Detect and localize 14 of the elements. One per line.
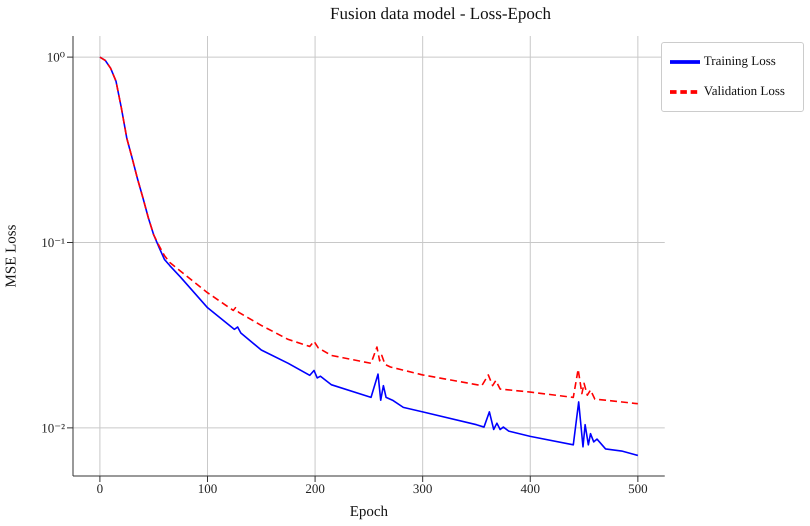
y-tick-label: 10⁰ <box>46 50 65 65</box>
x-tick-label: 500 <box>628 481 648 496</box>
y-tick-label: 10⁻² <box>41 420 66 436</box>
y-tick-label: 10⁻¹ <box>41 235 66 250</box>
chart-title: Fusion data model - Loss-Epoch <box>329 4 552 24</box>
x-tick-label: 400 <box>520 481 540 496</box>
x-tick-label: 0 <box>96 481 104 496</box>
x-tick-label: 300 <box>412 481 432 496</box>
x-axis-title: Epoch <box>350 504 389 520</box>
y-axis-title: MSE Loss <box>3 224 20 288</box>
x-tick-label: 100 <box>198 481 218 496</box>
legend-label: Validation Loss <box>704 82 785 98</box>
legend-label: Training Loss <box>704 52 776 68</box>
x-tick-label: 200 <box>305 481 325 496</box>
